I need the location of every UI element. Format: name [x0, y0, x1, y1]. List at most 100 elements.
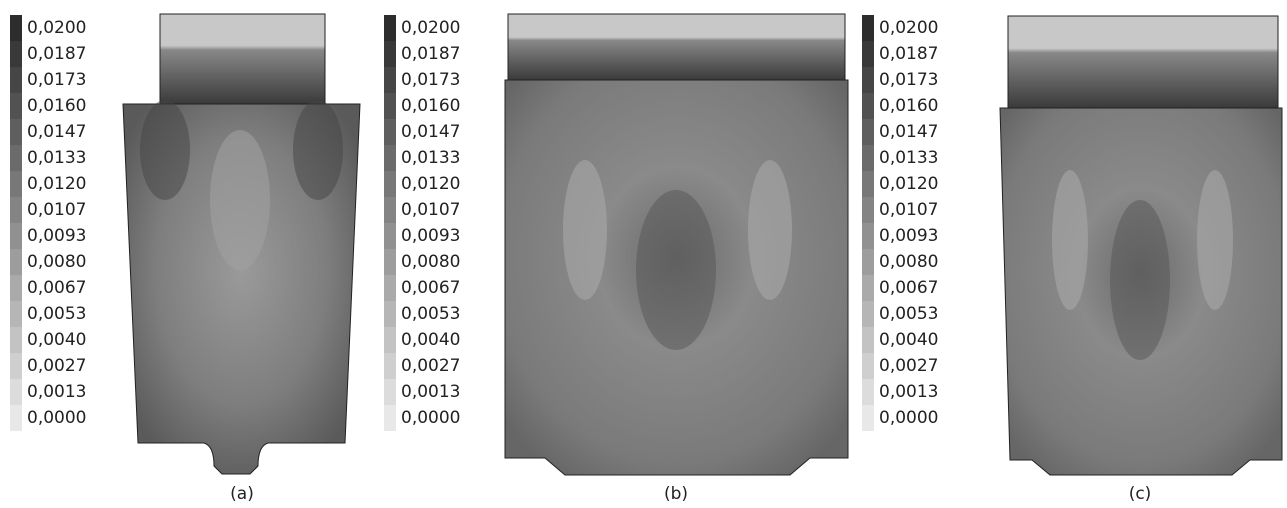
colorbar-label: 0,0013	[27, 382, 86, 402]
colorbar-label: 0,0120	[27, 174, 86, 194]
panel-b-shape	[504, 13, 849, 476]
panel-a-shape	[122, 13, 361, 475]
colorbar-swatch	[384, 405, 396, 431]
colorbar-swatch	[10, 353, 22, 379]
colorbar-label: 0,0147	[27, 122, 86, 142]
colorbar-label: 0,0000	[27, 408, 86, 428]
colorbar-label: 0,0067	[879, 278, 938, 298]
colorbar-swatch	[10, 15, 22, 41]
panel-caption: (a)	[230, 484, 254, 504]
colorbar-label: 0,0093	[879, 226, 938, 246]
colorbar-label: 0,0093	[401, 226, 460, 246]
colorbar-label: 0,0120	[879, 174, 938, 194]
colorbar-label: 0,0200	[879, 18, 938, 38]
panel-caption: (b)	[664, 484, 688, 504]
colorbar-label: 0,0200	[401, 18, 460, 38]
colorbar-swatch	[384, 301, 396, 327]
colorbar-label: 0,0080	[27, 252, 86, 272]
colorbar-swatch	[862, 353, 874, 379]
colorbar-swatch	[384, 145, 396, 171]
colorbar-label: 0,0040	[401, 330, 460, 350]
colorbar-swatch	[10, 327, 22, 353]
colorbar-swatch	[10, 275, 22, 301]
panel-c-shape	[999, 15, 1283, 476]
colorbar-swatch	[862, 93, 874, 119]
colorbar-label: 0,0067	[401, 278, 460, 298]
colorbar-swatch	[862, 379, 874, 405]
colorbar-swatch	[10, 301, 22, 327]
colorbar-label: 0,0053	[27, 304, 86, 324]
colorbar-swatch	[862, 249, 874, 275]
colorbar-swatch	[862, 145, 874, 171]
colorbar-label: 0,0107	[27, 200, 86, 220]
colorbar-swatch	[862, 171, 874, 197]
colorbar-label: 0,0013	[879, 382, 938, 402]
colorbar-swatch	[10, 67, 22, 93]
colorbar-label: 0,0147	[879, 122, 938, 142]
colorbar-swatch	[384, 67, 396, 93]
colorbar-swatch	[10, 379, 22, 405]
colorbar-swatch	[10, 145, 22, 171]
colorbar-swatch	[10, 171, 22, 197]
colorbar-label: 0,0093	[27, 226, 86, 246]
colorbar-swatch	[10, 405, 22, 431]
colorbar-swatch	[862, 119, 874, 145]
colorbar-swatch	[384, 197, 396, 223]
colorbar-swatch	[862, 67, 874, 93]
colorbar-label: 0,0133	[401, 148, 460, 168]
colorbar-swatch	[384, 41, 396, 67]
colorbar-label: 0,0053	[879, 304, 938, 324]
colorbar-label: 0,0067	[27, 278, 86, 298]
colorbar-swatch	[384, 353, 396, 379]
colorbar-label: 0,0000	[401, 408, 460, 428]
colorbar-swatch	[862, 223, 874, 249]
colorbar-label: 0,0000	[879, 408, 938, 428]
colorbar-label: 0,0187	[879, 44, 938, 64]
colorbar-swatch	[10, 249, 22, 275]
colorbar-label: 0,0187	[27, 44, 86, 64]
colorbar-swatch	[384, 249, 396, 275]
colorbar-label: 0,0173	[401, 70, 460, 90]
colorbar-swatch	[862, 197, 874, 223]
colorbar-swatch	[10, 93, 22, 119]
colorbar-swatch	[862, 15, 874, 41]
colorbar-label: 0,0133	[27, 148, 86, 168]
colorbar-swatch	[384, 119, 396, 145]
colorbar-label: 0,0013	[401, 382, 460, 402]
colorbar-swatch	[10, 223, 22, 249]
colorbar-label: 0,0173	[879, 70, 938, 90]
colorbar-label: 0,0053	[401, 304, 460, 324]
colorbar-label: 0,0080	[401, 252, 460, 272]
colorbar-swatch	[862, 405, 874, 431]
colorbar-swatch	[10, 41, 22, 67]
colorbar-swatch	[384, 93, 396, 119]
colorbar-label: 0,0133	[879, 148, 938, 168]
colorbar-swatch	[384, 379, 396, 405]
colorbar-label: 0,0160	[27, 96, 86, 116]
colorbar-swatch	[384, 15, 396, 41]
colorbar-label: 0,0160	[401, 96, 460, 116]
colorbar-swatch	[384, 275, 396, 301]
colorbar-swatch	[384, 171, 396, 197]
colorbar-swatch	[862, 301, 874, 327]
colorbar-swatch	[862, 275, 874, 301]
colorbar-swatch	[862, 327, 874, 353]
colorbar-swatch	[384, 327, 396, 353]
colorbar-label: 0,0147	[401, 122, 460, 142]
colorbar-swatch	[10, 197, 22, 223]
colorbar-label: 0,0200	[27, 18, 86, 38]
colorbar-label: 0,0160	[879, 96, 938, 116]
panel-caption: (c)	[1129, 484, 1152, 504]
colorbar-label: 0,0027	[879, 356, 938, 376]
colorbar-label: 0,0040	[27, 330, 86, 350]
colorbar-label: 0,0107	[401, 200, 460, 220]
colorbar-label: 0,0107	[879, 200, 938, 220]
colorbar-label: 0,0187	[401, 44, 460, 64]
colorbar-swatch	[10, 119, 22, 145]
colorbar-label: 0,0173	[27, 70, 86, 90]
colorbar-label: 0,0080	[879, 252, 938, 272]
colorbar-swatch	[384, 223, 396, 249]
colorbar-label: 0,0027	[401, 356, 460, 376]
colorbar-label: 0,0120	[401, 174, 460, 194]
